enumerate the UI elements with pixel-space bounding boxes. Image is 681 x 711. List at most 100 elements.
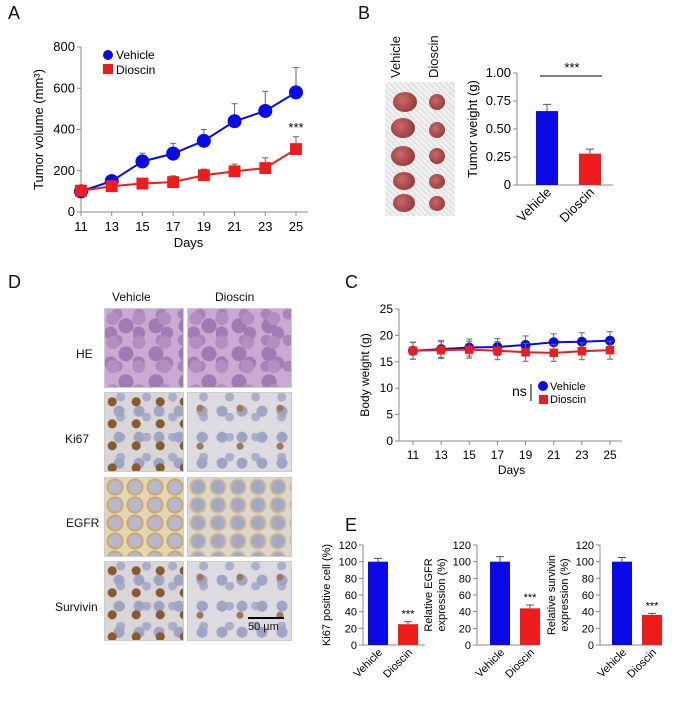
data-point-vehicle <box>289 85 303 100</box>
y-tick-label: 20 <box>380 328 394 342</box>
y-tick-label: 25 <box>380 302 394 316</box>
x-tick-label: 25 <box>289 219 303 234</box>
data-point-dioscin <box>228 165 241 178</box>
tumor <box>429 122 445 138</box>
scale-bar-label: 50 µm <box>248 621 279 633</box>
y-tick-label: 0 <box>68 204 75 219</box>
y-tick-label: 100 <box>339 557 357 569</box>
y-tick-label: 0 <box>465 640 471 652</box>
y-axis-title: Tumor volume (mm³) <box>31 69 46 190</box>
bar-dioscin <box>398 624 418 645</box>
histology-col-dioscin: Dioscin <box>215 290 255 304</box>
x-tick-label: 15 <box>135 219 149 234</box>
panel-label-e: E <box>345 515 358 535</box>
x-tick-label: Vehicle <box>514 185 554 225</box>
tumor <box>429 174 445 189</box>
data-point-dioscin <box>465 345 474 354</box>
x-tick-label: Dioscin <box>625 647 659 681</box>
x-axis-title: Days <box>498 463 525 477</box>
significance-label: *** <box>646 600 660 612</box>
y-tick-label: 0 <box>504 177 511 192</box>
data-point-dioscin <box>290 143 302 156</box>
bar-vehicle <box>490 561 510 645</box>
data-point-dioscin <box>136 177 149 190</box>
data-point-dioscin <box>436 345 446 355</box>
legend-marker-vehicle <box>103 50 113 60</box>
y-tick-label: 15 <box>380 355 394 369</box>
legend-marker-vehicle <box>538 381 548 391</box>
histology-egfr-dioscin <box>187 477 292 557</box>
x-tick-label: Dioscin <box>503 647 537 681</box>
data-point-vehicle <box>227 114 242 129</box>
data-point-vehicle <box>576 336 587 347</box>
bar-dioscin <box>579 153 601 185</box>
legend-marker-dioscin <box>103 64 113 74</box>
legend-label-vehicle: Vehicle <box>116 48 155 62</box>
series-line-dioscin <box>412 348 611 354</box>
panel-label-b: B <box>358 3 371 23</box>
data-point-vehicle <box>196 133 211 148</box>
x-tick-label: 21 <box>547 448 561 462</box>
x-tick-label: Vehicle <box>596 647 630 681</box>
y-tick-label: 120 <box>339 540 357 552</box>
y-tick-label: 0 <box>588 640 594 652</box>
panel-label-a: A <box>8 3 21 23</box>
x-tick-label: 17 <box>166 219 180 234</box>
x-tick-label: Dioscin <box>381 647 415 681</box>
histology-row-ki67: Ki67 <box>65 432 90 446</box>
data-point-vehicle <box>135 154 150 169</box>
tumor <box>393 194 415 212</box>
y-tick-label: 0 <box>386 434 393 448</box>
y-tick-label: 40 <box>345 607 357 619</box>
x-tick-label: 15 <box>463 448 477 462</box>
histology-he-dioscin <box>187 308 292 388</box>
histology-ki67-vehicle <box>104 392 184 472</box>
histology-survivin-vehicle <box>104 561 184 641</box>
significance-label: *** <box>524 592 538 604</box>
data-point-vehicle <box>258 103 273 118</box>
y-tick-label: 80 <box>345 573 357 585</box>
y-tick-label: 120 <box>576 540 594 552</box>
tumor <box>391 146 415 166</box>
tumor-photo <box>385 82 455 216</box>
y-tick-label: 0.25 <box>486 149 511 164</box>
data-point-dioscin <box>197 169 210 182</box>
x-tick-label: 19 <box>519 448 533 462</box>
bar-dioscin <box>642 615 662 645</box>
y-axis-title: expression (%) <box>436 558 448 631</box>
histology-row-he: HE <box>76 347 93 361</box>
legend-label-dioscin: Dioscin <box>116 63 155 77</box>
y-tick-label: 200 <box>53 163 75 178</box>
tumor <box>429 94 445 110</box>
x-tick-label: 21 <box>227 219 241 234</box>
y-tick-label: 120 <box>453 540 471 552</box>
y-axis-title: Ki67 positive cell (%) <box>321 544 333 646</box>
panel-label-c: C <box>345 272 358 292</box>
scale-bar <box>248 617 284 619</box>
y-tick-label: 60 <box>459 590 471 602</box>
data-point-dioscin <box>549 348 558 358</box>
y-axis-title: Tumor weight (g) <box>465 80 480 178</box>
y-tick-label: 100 <box>576 557 594 569</box>
y-tick-label: 80 <box>582 573 594 585</box>
legend-marker-dioscin <box>539 395 548 404</box>
x-tick-label: 25 <box>603 448 617 462</box>
y-tick-label: 800 <box>53 39 75 54</box>
y-tick-label: 20 <box>459 623 471 635</box>
y-axis-title: Relative survivin <box>546 555 558 635</box>
x-tick-label: 11 <box>407 448 420 462</box>
bar-vehicle <box>536 111 558 185</box>
y-tick-label: 600 <box>53 80 75 95</box>
y-axis-title: Body weight (g) <box>358 333 372 416</box>
x-tick-label: 17 <box>491 448 505 462</box>
tumor <box>429 196 445 211</box>
data-point-dioscin <box>75 184 87 197</box>
data-point-dioscin <box>605 345 615 355</box>
data-point-dioscin <box>408 346 418 355</box>
y-tick-label: 80 <box>459 573 471 585</box>
y-axis-title: expression (%) <box>559 558 571 631</box>
histology-survivin-dioscin <box>187 561 292 641</box>
data-point-dioscin <box>105 180 118 193</box>
y-tick-label: 10 <box>380 381 394 395</box>
